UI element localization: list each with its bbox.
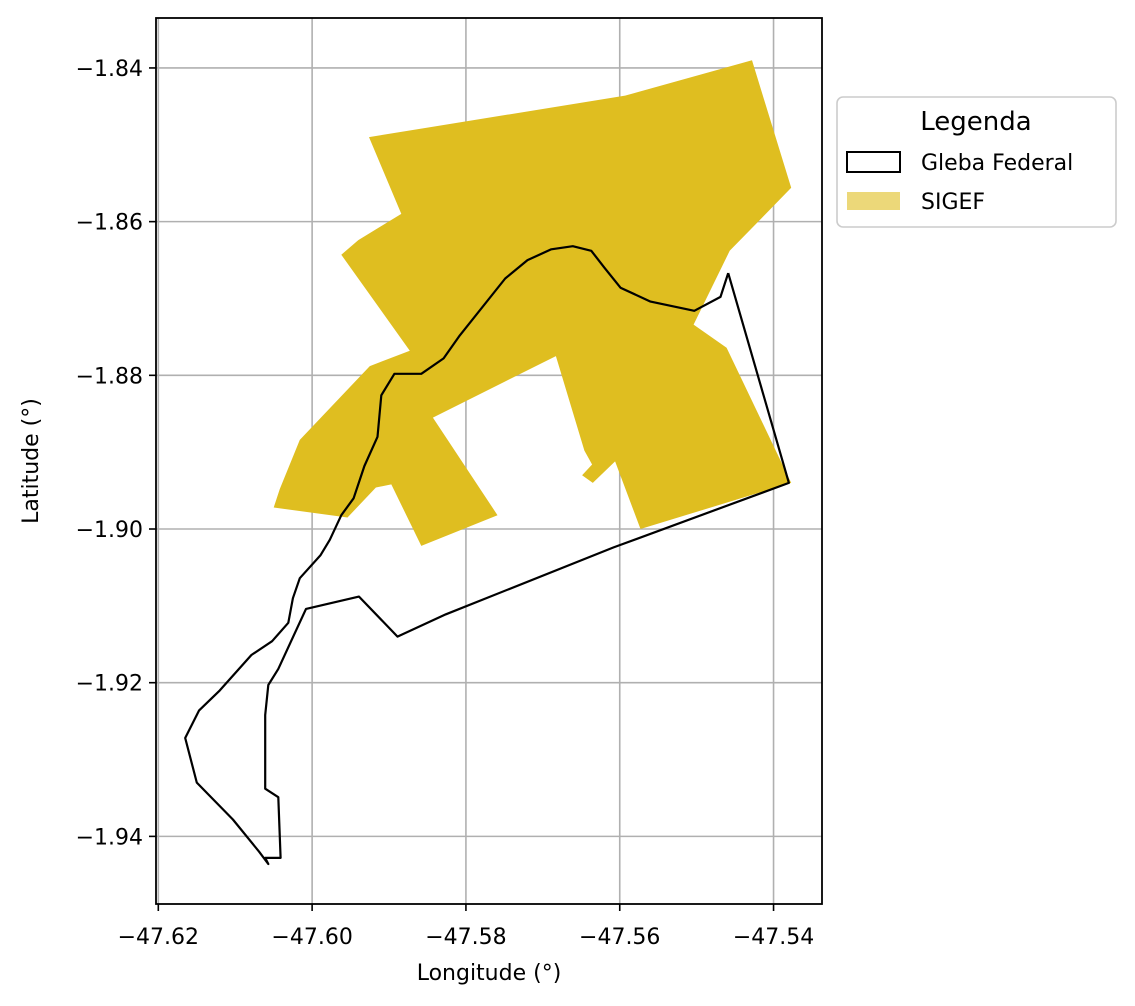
legend-frame: [836, 96, 1117, 228]
y-tick-label: −1.92: [76, 672, 143, 697]
legend-swatch-gleba-federal: [846, 151, 901, 173]
y-axis-label: Latitude (°): [19, 398, 44, 524]
gleba-federal-outline: [184, 245, 790, 866]
x-axis-ticks: −47.62 −47.60 −47.58 −47.56 −47.54: [118, 904, 814, 950]
x-tick-label: −47.62: [118, 925, 199, 950]
sigef-polygon: [273, 60, 792, 546]
x-tick-label: −47.56: [579, 925, 660, 950]
legend-title: Legenda: [920, 107, 1031, 137]
x-axis-label: Longitude (°): [417, 961, 562, 986]
x-tick-label: −47.54: [733, 925, 814, 950]
axes-frame: [155, 17, 823, 905]
legend-swatch-sigef: [847, 192, 900, 210]
x-tick-label: −47.58: [425, 925, 506, 950]
y-tick-label: −1.88: [76, 364, 143, 389]
y-tick-label: −1.86: [76, 211, 143, 236]
legend-label-gleba-federal: Gleba Federal: [921, 151, 1073, 176]
y-tick-label: −1.90: [76, 518, 143, 543]
legend: Legenda Gleba Federal SIGEF: [836, 96, 1117, 228]
y-tick-label: −1.94: [76, 825, 143, 850]
y-axis-ticks: −1.84 −1.86 −1.88 −1.90 −1.92 −1.94: [76, 57, 156, 850]
x-tick-label: −47.60: [271, 925, 352, 950]
legend-label-sigef: SIGEF: [921, 190, 985, 215]
y-tick-label: −1.84: [76, 57, 143, 82]
